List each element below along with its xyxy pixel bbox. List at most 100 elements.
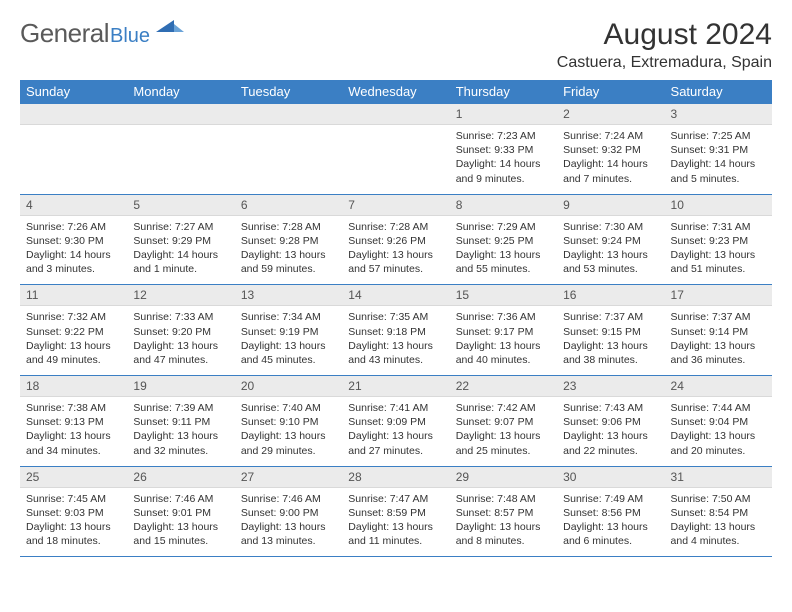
weekday-header: Sunday <box>20 80 127 104</box>
logo: General Blue <box>20 18 184 49</box>
day-info-line: Daylight: 13 hours <box>671 520 766 534</box>
day-details: Sunrise: 7:28 AMSunset: 9:26 PMDaylight:… <box>342 216 449 285</box>
day-details: Sunrise: 7:37 AMSunset: 9:15 PMDaylight:… <box>557 306 664 375</box>
day-info-line: Sunrise: 7:28 AM <box>348 220 443 234</box>
calendar-cell: 4Sunrise: 7:26 AMSunset: 9:30 PMDaylight… <box>20 194 127 285</box>
day-info-line: Sunrise: 7:38 AM <box>26 401 121 415</box>
day-number: 20 <box>235 376 342 397</box>
day-info-line: Daylight: 14 hours <box>133 248 228 262</box>
day-info-line: Sunrise: 7:39 AM <box>133 401 228 415</box>
day-details: Sunrise: 7:31 AMSunset: 9:23 PMDaylight:… <box>665 216 772 285</box>
day-info-line: Daylight: 13 hours <box>241 248 336 262</box>
calendar-cell: 1Sunrise: 7:23 AMSunset: 9:33 PMDaylight… <box>450 104 557 195</box>
day-info-line: Sunset: 8:54 PM <box>671 506 766 520</box>
day-info-line: Sunrise: 7:26 AM <box>26 220 121 234</box>
day-number: 24 <box>665 376 772 397</box>
month-title: August 2024 <box>557 18 772 52</box>
calendar-cell: 24Sunrise: 7:44 AMSunset: 9:04 PMDayligh… <box>665 376 772 467</box>
day-info-line: and 13 minutes. <box>241 534 336 548</box>
day-number: 14 <box>342 285 449 306</box>
day-info-line: Daylight: 13 hours <box>241 520 336 534</box>
day-info-line: and 9 minutes. <box>456 172 551 186</box>
day-info-line: Sunset: 9:01 PM <box>133 506 228 520</box>
day-number <box>127 104 234 125</box>
day-number: 7 <box>342 195 449 216</box>
day-info-line: Daylight: 13 hours <box>456 520 551 534</box>
day-info-line: Daylight: 13 hours <box>26 520 121 534</box>
day-number: 17 <box>665 285 772 306</box>
day-info-line: Sunset: 9:26 PM <box>348 234 443 248</box>
day-info-line: Daylight: 13 hours <box>563 520 658 534</box>
day-number: 11 <box>20 285 127 306</box>
day-info-line: Sunrise: 7:43 AM <box>563 401 658 415</box>
day-info-line: Sunrise: 7:50 AM <box>671 492 766 506</box>
day-details: Sunrise: 7:29 AMSunset: 9:25 PMDaylight:… <box>450 216 557 285</box>
day-info-line: Daylight: 14 hours <box>563 157 658 171</box>
day-info-line: Sunrise: 7:25 AM <box>671 129 766 143</box>
day-info-line: Daylight: 13 hours <box>671 248 766 262</box>
day-info-line: and 34 minutes. <box>26 444 121 458</box>
day-info-line: Daylight: 13 hours <box>348 429 443 443</box>
day-info-line: Sunrise: 7:42 AM <box>456 401 551 415</box>
day-number: 31 <box>665 467 772 488</box>
day-info-line: Daylight: 13 hours <box>133 339 228 353</box>
day-number: 4 <box>20 195 127 216</box>
day-info-line: Sunset: 9:33 PM <box>456 143 551 157</box>
day-details: Sunrise: 7:37 AMSunset: 9:14 PMDaylight:… <box>665 306 772 375</box>
day-number: 13 <box>235 285 342 306</box>
day-info-line: and 38 minutes. <box>563 353 658 367</box>
day-number: 21 <box>342 376 449 397</box>
calendar-cell: 11Sunrise: 7:32 AMSunset: 9:22 PMDayligh… <box>20 285 127 376</box>
day-info-line: Sunset: 9:22 PM <box>26 325 121 339</box>
logo-word-general: General <box>20 18 109 49</box>
day-info-line: and 29 minutes. <box>241 444 336 458</box>
day-number: 15 <box>450 285 557 306</box>
day-info-line: Daylight: 13 hours <box>563 429 658 443</box>
day-info-line: Sunset: 9:03 PM <box>26 506 121 520</box>
day-details: Sunrise: 7:25 AMSunset: 9:31 PMDaylight:… <box>665 125 772 194</box>
day-info-line: Sunrise: 7:37 AM <box>671 310 766 324</box>
location-subtitle: Castuera, Extremadura, Spain <box>557 54 772 72</box>
day-details: Sunrise: 7:28 AMSunset: 9:28 PMDaylight:… <box>235 216 342 285</box>
day-number: 1 <box>450 104 557 125</box>
day-info-line: Sunrise: 7:40 AM <box>241 401 336 415</box>
day-info-line: Sunset: 9:24 PM <box>563 234 658 248</box>
day-info-line: and 22 minutes. <box>563 444 658 458</box>
calendar-cell: 29Sunrise: 7:48 AMSunset: 8:57 PMDayligh… <box>450 466 557 557</box>
day-details: Sunrise: 7:38 AMSunset: 9:13 PMDaylight:… <box>20 397 127 466</box>
day-info-line: and 7 minutes. <box>563 172 658 186</box>
weekday-header: Monday <box>127 80 234 104</box>
day-info-line: Sunrise: 7:41 AM <box>348 401 443 415</box>
day-number: 2 <box>557 104 664 125</box>
day-details: Sunrise: 7:27 AMSunset: 9:29 PMDaylight:… <box>127 216 234 285</box>
day-info-line: Sunset: 8:59 PM <box>348 506 443 520</box>
day-info-line: and 47 minutes. <box>133 353 228 367</box>
day-info-line: and 32 minutes. <box>133 444 228 458</box>
day-details: Sunrise: 7:39 AMSunset: 9:11 PMDaylight:… <box>127 397 234 466</box>
day-details: Sunrise: 7:47 AMSunset: 8:59 PMDaylight:… <box>342 488 449 557</box>
day-number: 8 <box>450 195 557 216</box>
day-number: 9 <box>557 195 664 216</box>
day-number: 27 <box>235 467 342 488</box>
day-info-line: Daylight: 13 hours <box>133 429 228 443</box>
day-info-line: and 49 minutes. <box>26 353 121 367</box>
day-info-line: Sunrise: 7:28 AM <box>241 220 336 234</box>
day-info-line: Sunset: 9:00 PM <box>241 506 336 520</box>
day-info-line: and 27 minutes. <box>348 444 443 458</box>
logo-text: General Blue <box>20 18 150 49</box>
weekday-header: Friday <box>557 80 664 104</box>
day-details: Sunrise: 7:46 AMSunset: 9:01 PMDaylight:… <box>127 488 234 557</box>
day-details: Sunrise: 7:30 AMSunset: 9:24 PMDaylight:… <box>557 216 664 285</box>
calendar-week-row: 1Sunrise: 7:23 AMSunset: 9:33 PMDaylight… <box>20 104 772 195</box>
day-number: 25 <box>20 467 127 488</box>
day-info-line: Sunrise: 7:24 AM <box>563 129 658 143</box>
day-info-line: and 53 minutes. <box>563 262 658 276</box>
calendar-cell: 31Sunrise: 7:50 AMSunset: 8:54 PMDayligh… <box>665 466 772 557</box>
day-number: 23 <box>557 376 664 397</box>
day-info-line: and 18 minutes. <box>26 534 121 548</box>
day-info-line: and 45 minutes. <box>241 353 336 367</box>
day-info-line: Sunset: 9:31 PM <box>671 143 766 157</box>
day-details: Sunrise: 7:26 AMSunset: 9:30 PMDaylight:… <box>20 216 127 285</box>
calendar-cell: 22Sunrise: 7:42 AMSunset: 9:07 PMDayligh… <box>450 376 557 467</box>
day-details: Sunrise: 7:50 AMSunset: 8:54 PMDaylight:… <box>665 488 772 557</box>
